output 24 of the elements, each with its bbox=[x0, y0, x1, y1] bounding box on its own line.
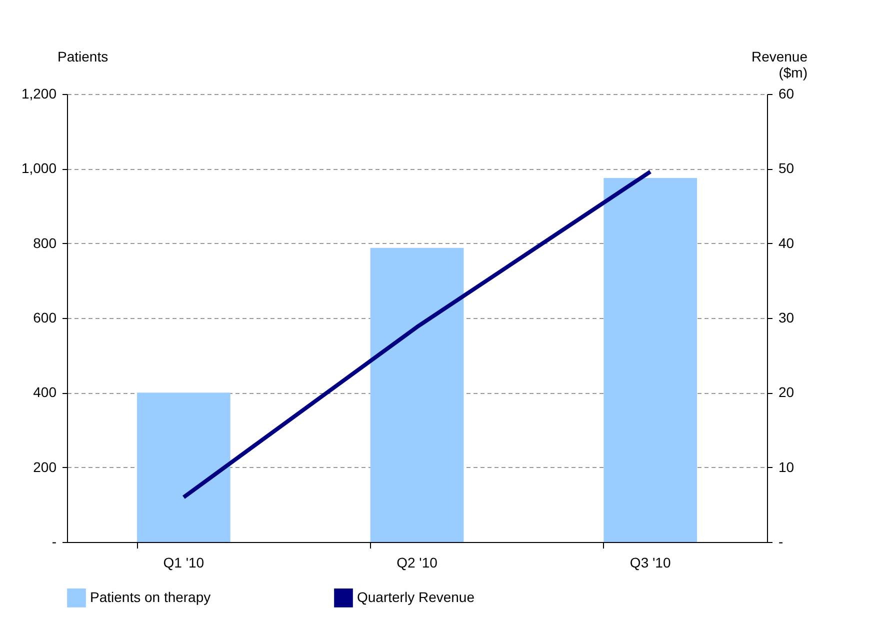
y-tick-label: 200 bbox=[33, 458, 57, 475]
legend-label: Patients on therapy bbox=[90, 588, 211, 605]
y2-tick-label: 20 bbox=[778, 384, 794, 400]
y2-axis-title: Revenue ($m) bbox=[751, 48, 808, 80]
y-tick-label: 800 bbox=[33, 234, 57, 251]
y-tick-label: 1,000 bbox=[21, 160, 57, 176]
bar bbox=[137, 392, 230, 542]
y-tick-label: - bbox=[52, 534, 57, 550]
y2-tick-label: 40 bbox=[778, 234, 794, 251]
y-tick-label: 1,200 bbox=[21, 86, 57, 102]
y2-tick-label: - bbox=[778, 534, 784, 550]
y-tick-label: 400 bbox=[33, 384, 57, 400]
legend-label: Quarterly Revenue bbox=[357, 588, 475, 605]
bar bbox=[604, 178, 697, 542]
bar bbox=[370, 248, 464, 542]
x-tick-label: Q2 '10 bbox=[396, 554, 438, 570]
x-tick-label: Q3 '10 bbox=[630, 554, 671, 570]
x-tick-label: Q1 '10 bbox=[163, 554, 204, 570]
y-tick-label: 600 bbox=[33, 310, 57, 326]
y2-tick-label: 30 bbox=[778, 310, 794, 326]
y-axis-title: Patients bbox=[58, 48, 108, 64]
y2-tick-label: 60 bbox=[778, 86, 794, 102]
y2-tick-label: 10 bbox=[778, 458, 794, 475]
y2-tick-label: 50 bbox=[778, 160, 794, 176]
